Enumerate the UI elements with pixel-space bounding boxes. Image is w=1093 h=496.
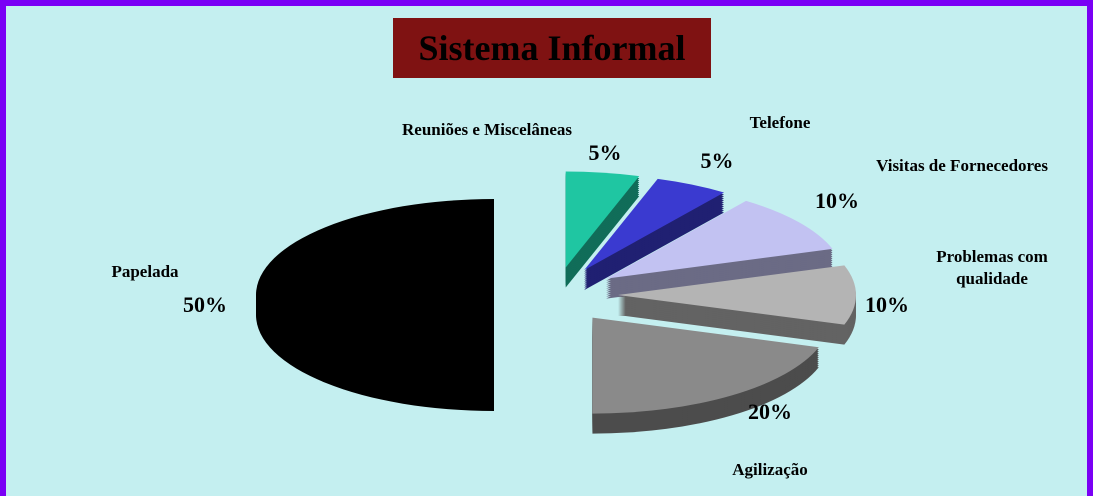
slice xyxy=(584,178,725,271)
slice-label: Papelada xyxy=(111,262,179,281)
value-label: 5% xyxy=(700,148,734,173)
slice xyxy=(618,265,857,325)
value-label: 10% xyxy=(815,188,859,213)
slice-label: Problemas com qualidade xyxy=(936,247,1048,288)
slice-label: Telefone xyxy=(749,113,811,132)
chart-title: Sistema Informal xyxy=(393,18,711,78)
slice-label: Reuniões e Miscelâneas xyxy=(402,120,572,139)
slice xyxy=(606,200,833,279)
slice xyxy=(592,317,819,414)
value-label: 10% xyxy=(865,292,909,317)
value-label: 20% xyxy=(748,399,792,424)
slice-label: Visitas de Fornecedores xyxy=(876,156,1048,175)
slice-label: Agilização xyxy=(732,460,808,479)
slice xyxy=(565,171,640,268)
value-label: 50% xyxy=(183,292,227,317)
value-label: 5% xyxy=(588,140,622,165)
slice xyxy=(256,199,494,391)
